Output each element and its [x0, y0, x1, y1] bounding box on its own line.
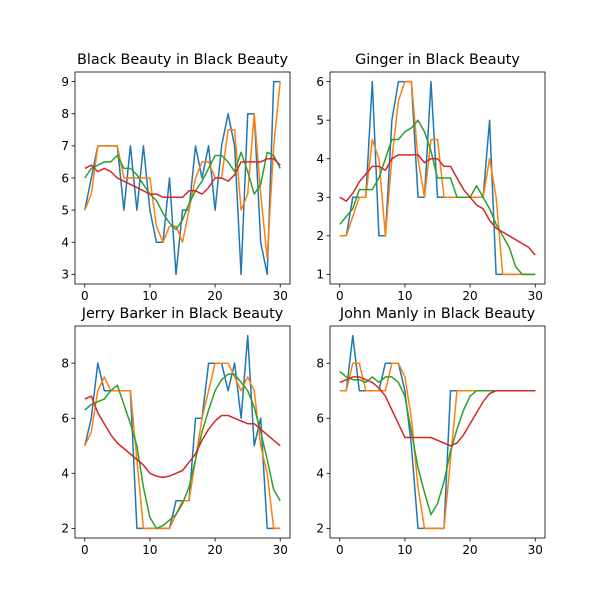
chart-title: Ginger in Black Beauty — [355, 52, 520, 68]
series-line-4 — [339, 154, 536, 256]
series-line-1 — [84, 80, 281, 276]
x-tick-label: 0 — [336, 289, 344, 303]
y-tick-label: 3 — [61, 268, 69, 282]
chart-title: Jerry Barker in Black Beauty — [81, 306, 284, 322]
y-tick-label: 8 — [316, 356, 324, 370]
x-tick-label: 10 — [142, 543, 157, 557]
series-line-1 — [339, 334, 536, 530]
y-tick-label: 5 — [61, 203, 69, 217]
y-tick-label: 9 — [61, 75, 69, 89]
chart-title: Black Beauty in Black Beauty — [77, 52, 288, 68]
y-tick-label: 2 — [316, 522, 324, 536]
series-line-1 — [84, 334, 281, 530]
y-tick-label: 8 — [61, 107, 69, 121]
y-tick-label: 1 — [316, 268, 324, 282]
x-tick-label: 20 — [207, 289, 222, 303]
y-tick-label: 8 — [61, 356, 69, 370]
x-tick-label: 20 — [462, 289, 477, 303]
series-line-4 — [339, 376, 536, 447]
x-tick-label: 30 — [528, 289, 543, 303]
y-tick-label: 4 — [316, 467, 324, 481]
y-tick-label: 5 — [316, 113, 324, 127]
x-tick-label: 20 — [207, 543, 222, 557]
y-tick-label: 6 — [61, 171, 69, 185]
axes-frame — [74, 325, 291, 539]
x-tick-label: 30 — [273, 543, 288, 557]
x-tick-label: 30 — [273, 289, 288, 303]
x-tick-label: 30 — [528, 543, 543, 557]
x-tick-label: 20 — [462, 543, 477, 557]
y-tick-label: 6 — [61, 412, 69, 426]
subplot-1: 0 10 20 30 3 4 5 6 7 8 9 Black Beauty in Black Beau… — [61, 52, 291, 303]
axes-frame — [329, 71, 546, 285]
x-tick-label: 0 — [81, 289, 89, 303]
x-tick-label: 10 — [397, 543, 412, 557]
chart-title: John Manly in Black Beauty — [339, 306, 536, 322]
y-tick-label: 2 — [316, 229, 324, 243]
x-tick-label: 0 — [81, 543, 89, 557]
subplot-3: 0 10 20 30 2 4 6 8 Jerry Barker in Black Beauty — [61, 306, 291, 557]
y-tick-label: 2 — [61, 522, 69, 536]
subplot-2: 0 10 20 30 1 2 3 4 5 6 Ginger in Black Beauty — [316, 52, 546, 303]
subplot-4: 0 10 20 30 2 4 6 8 John Manly in Black Beauty — [316, 306, 546, 557]
series-line-2 — [84, 81, 281, 260]
series-line-2 — [84, 362, 281, 530]
x-tick-label: 10 — [142, 289, 157, 303]
series-line-3 — [84, 373, 281, 530]
series-line-3 — [339, 370, 536, 516]
y-tick-label: 7 — [61, 139, 69, 153]
series-line-4 — [84, 395, 281, 479]
y-tick-label: 6 — [316, 412, 324, 426]
series-line-4 — [84, 157, 281, 199]
y-tick-label: 4 — [316, 152, 324, 166]
series-line-3 — [84, 151, 281, 231]
y-tick-label: 4 — [61, 236, 69, 250]
y-tick-label: 6 — [316, 75, 324, 89]
y-tick-label: 3 — [316, 191, 324, 205]
series-line-2 — [339, 80, 536, 276]
x-tick-label: 10 — [397, 289, 412, 303]
x-tick-label: 0 — [336, 543, 344, 557]
y-tick-label: 4 — [61, 467, 69, 481]
series-line-3 — [339, 119, 536, 276]
axes-frame — [329, 325, 546, 539]
